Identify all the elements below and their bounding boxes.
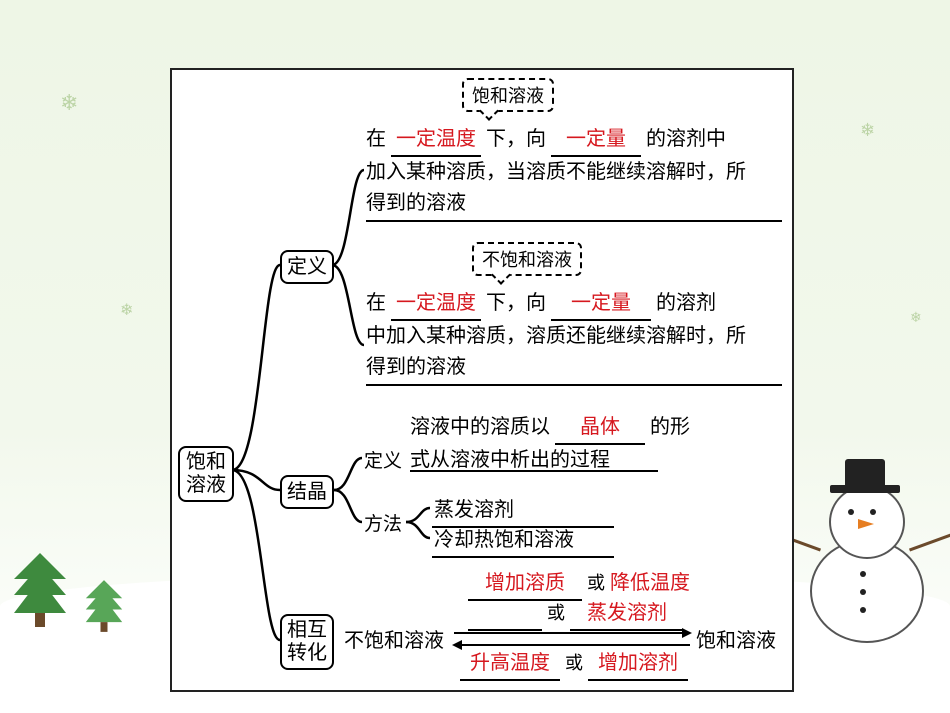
node-definition: 定义: [280, 250, 334, 284]
t: 在: [366, 128, 386, 150]
rule: [366, 384, 782, 386]
t: 在: [366, 292, 386, 314]
arrow-right: [454, 632, 690, 634]
arrow-left: [454, 644, 690, 646]
blank-temp: 一定温度: [391, 288, 481, 321]
t: 的溶剂: [656, 292, 716, 314]
convert-right: 饱和溶液: [696, 626, 776, 657]
t: 蒸发溶剂: [570, 598, 684, 631]
callout-unsaturated: 不饱和溶液: [472, 242, 582, 276]
rule: [410, 470, 658, 472]
blank-amount: 一定量: [551, 288, 651, 321]
convert-top-line2: 或 蒸发溶剂: [468, 598, 684, 631]
t: 中加入某种溶质，溶质还能继续溶解时，所: [366, 325, 746, 347]
convert-bottom-line: 升高温度 或 增加溶剂: [460, 648, 688, 681]
t: 增加溶剂: [588, 648, 688, 681]
t: 或: [547, 603, 565, 623]
node-convert: 相互 转化: [280, 614, 334, 670]
t: 的形: [650, 416, 690, 438]
definition-saturated: 在 一定温度 下，向 一定量 的溶剂中 加入某种溶质，当溶质不能继续溶解时，所 …: [366, 124, 786, 219]
t: 增加溶质: [468, 568, 582, 601]
t: 得到的溶液: [366, 356, 466, 378]
blank-empty: [468, 598, 542, 631]
t: 式从溶液中析出的过程: [410, 449, 610, 471]
snowflake-icon: ❄: [860, 120, 875, 141]
t: 溶液中的溶质以: [410, 416, 550, 438]
method-1: 蒸发溶剂: [432, 495, 614, 528]
t: 下，向: [486, 292, 546, 314]
t: 得到的溶液: [366, 192, 466, 214]
t: 蒸发溶剂: [432, 495, 614, 528]
crystal-definition: 溶液中的溶质以 晶体 的形 式从溶液中析出的过程: [410, 412, 770, 476]
convert-top-line1: 增加溶质 或 降低温度: [468, 568, 690, 601]
t: 下，向: [486, 128, 546, 150]
blank-amount: 一定量: [551, 124, 641, 157]
t: 升高温度: [460, 648, 560, 681]
method-2: 冷却热饱和溶液: [432, 525, 614, 558]
t: 的溶剂中: [646, 128, 726, 150]
tree-icon: [14, 553, 66, 627]
blank-temp: 一定温度: [391, 124, 481, 157]
convert-left: 不饱和溶液: [344, 626, 444, 657]
snowflake-icon: ❄: [120, 300, 133, 320]
blank-crystal: 晶体: [555, 412, 645, 445]
diagram-card: 饱和 溶液 定义 结晶 相互 转化 饱和溶液 在 一定温度 下，向 一定量 的溶…: [170, 68, 794, 692]
callout-saturated: 饱和溶液: [462, 78, 554, 112]
t: 或: [565, 653, 583, 673]
snowflake-icon: ❄: [910, 310, 922, 327]
node-root: 饱和 溶液: [178, 446, 234, 502]
node-crystal: 结晶: [280, 475, 334, 509]
definition-unsaturated: 在 一定温度 下，向 一定量 的溶剂 中加入某种溶质，溶质还能继续溶解时，所 得…: [366, 288, 786, 383]
t: 降低温度: [610, 572, 690, 594]
label-crystal-def: 定义: [364, 447, 402, 476]
t: 加入某种溶质，当溶质不能继续溶解时，所: [366, 161, 746, 183]
label-crystal-method: 方法: [364, 510, 402, 539]
t: 冷却热饱和溶液: [432, 525, 614, 558]
t: 或: [587, 573, 605, 593]
rule: [366, 220, 782, 222]
snowflake-icon: ❄: [60, 90, 78, 116]
tree-icon: [86, 580, 122, 632]
snowman-icon: [800, 443, 930, 643]
